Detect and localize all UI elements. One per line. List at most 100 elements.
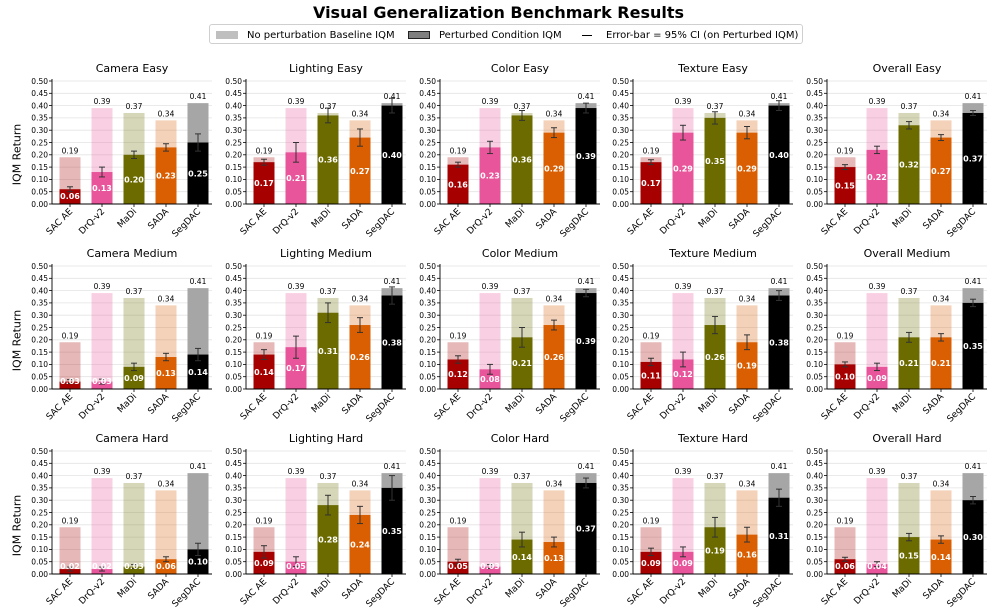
y-tick-label: 0.10	[612, 360, 629, 369]
baseline-value-label: 0.37	[707, 472, 724, 481]
baseline-value-label: 0.37	[901, 287, 918, 296]
y-tick-label: 0.35	[225, 114, 242, 123]
panel-title: Overall Medium	[864, 247, 951, 260]
baseline-value-label: 0.39	[482, 467, 499, 476]
baseline-value-label: 0.34	[739, 294, 756, 303]
perturbed-value-label: 0.29	[737, 164, 757, 173]
perturbed-bar	[91, 381, 113, 389]
x-tick-label: DrQ-v2	[271, 207, 301, 237]
y-tick-label: 0.35	[612, 114, 629, 123]
y-tick-label: 0.10	[612, 545, 629, 554]
perturbed-bar	[543, 325, 565, 389]
perturbed-bar	[640, 162, 662, 204]
perturbed-bar	[479, 369, 501, 389]
perturbed-bar	[381, 487, 403, 574]
baseline-value-label: 0.41	[578, 277, 595, 286]
perturbed-value-label: 0.12	[448, 370, 468, 379]
y-tick-label: 0.50	[419, 447, 436, 456]
y-tick-label: 0.50	[612, 77, 629, 86]
x-tick-label: DrQ-v2	[77, 207, 107, 237]
baseline-value-label: 0.41	[190, 92, 207, 101]
y-tick-label: 0.50	[31, 77, 48, 86]
perturbed-bar	[59, 189, 81, 204]
y-tick-label: 0.45	[806, 274, 823, 283]
y-tick-label: 0.40	[806, 101, 823, 110]
y-tick-label: 0.50	[225, 77, 242, 86]
y-tick-label: 0.50	[806, 77, 823, 86]
y-tick-label: 0.30	[31, 311, 48, 320]
x-tick-label: DrQ-v2	[658, 207, 688, 237]
y-tick-label: 0.05	[612, 373, 629, 382]
y-tick-label: 0.40	[806, 471, 823, 480]
perturbed-value-label: 0.03	[92, 377, 112, 386]
perturbed-value-label: 0.16	[737, 550, 757, 559]
perturbed-bar	[834, 364, 856, 389]
y-tick-label: 0.15	[806, 533, 823, 542]
perturbed-value-label: 0.16	[448, 180, 468, 189]
y-tick-label: 0.45	[419, 459, 436, 468]
y-tick-label: 0.15	[806, 348, 823, 357]
perturbed-value-label: 0.40	[769, 151, 789, 160]
x-tick-label: SAC AE	[433, 392, 464, 423]
y-tick-label: 0.20	[806, 521, 823, 530]
y-tick-label: 0.10	[419, 545, 436, 554]
y-tick-label: 0.30	[419, 126, 436, 135]
y-tick-label: 0.30	[612, 496, 629, 505]
y-tick-label: 0.50	[419, 262, 436, 271]
x-tick-label: SegDAC	[365, 207, 398, 240]
x-tick-label: DrQ-v2	[658, 577, 688, 607]
y-tick-label: 0.45	[419, 274, 436, 283]
perturbed-value-label: 0.21	[286, 174, 306, 183]
baseline-value-label: 0.19	[643, 331, 660, 340]
y-tick-label: 0.25	[419, 138, 436, 147]
perturbed-bar	[447, 561, 469, 574]
perturbed-value-label: 0.35	[382, 527, 402, 536]
x-tick-label: MaDi	[697, 392, 720, 415]
baseline-value-label: 0.34	[546, 294, 563, 303]
perturbed-bar	[317, 312, 339, 389]
y-tick-label: 0.05	[225, 373, 242, 382]
baseline-value-label: 0.19	[643, 516, 660, 525]
baseline-value-label: 0.34	[158, 294, 175, 303]
perturbed-bar	[253, 162, 275, 204]
y-tick-label: 0.05	[225, 188, 242, 197]
y-tick-label: 0.25	[31, 508, 48, 517]
baseline-value-label: 0.39	[288, 467, 305, 476]
y-tick-label: 0.00	[31, 570, 48, 579]
x-tick-label: SAC AE	[239, 577, 270, 608]
x-tick-label: SADA	[340, 576, 365, 601]
x-tick-label: DrQ-v2	[77, 392, 107, 422]
x-tick-label: SegDAC	[171, 392, 204, 425]
perturbed-bar	[349, 514, 371, 574]
perturbed-bar	[930, 337, 952, 389]
y-tick-label: 0.20	[612, 151, 629, 160]
x-tick-label: SegDAC	[946, 577, 979, 610]
x-tick-label: SADA	[146, 391, 171, 416]
y-tick-label: 0.40	[612, 101, 629, 110]
y-tick-label: 0.10	[225, 175, 242, 184]
baseline-value-label: 0.41	[771, 462, 788, 471]
perturbed-bar	[91, 172, 113, 204]
y-tick-label: 0.05	[31, 188, 48, 197]
baseline-value-label: 0.37	[707, 287, 724, 296]
baseline-value-label: 0.19	[256, 516, 273, 525]
baseline-value-label: 0.34	[933, 479, 950, 488]
y-tick-label: 0.50	[419, 77, 436, 86]
perturbed-value-label: 0.30	[963, 533, 983, 542]
y-tick-label: 0.10	[419, 360, 436, 369]
baseline-value-label: 0.34	[739, 479, 756, 488]
perturbed-bar	[349, 325, 371, 389]
y-tick-label: 0.35	[419, 299, 436, 308]
y-tick-label: 0.40	[225, 101, 242, 110]
perturbed-value-label: 0.36	[512, 156, 532, 165]
perturbed-bar	[349, 137, 371, 204]
x-tick-label: DrQ-v2	[852, 207, 882, 237]
perturbed-value-label: 0.19	[705, 547, 725, 556]
perturbed-bar	[381, 295, 403, 389]
y-tick-label: 0.30	[31, 126, 48, 135]
x-tick-label: SADA	[146, 206, 171, 231]
perturbed-value-label: 0.21	[899, 359, 919, 368]
y-tick-label: 0.00	[419, 200, 436, 209]
perturbed-value-label: 0.05	[448, 562, 468, 571]
